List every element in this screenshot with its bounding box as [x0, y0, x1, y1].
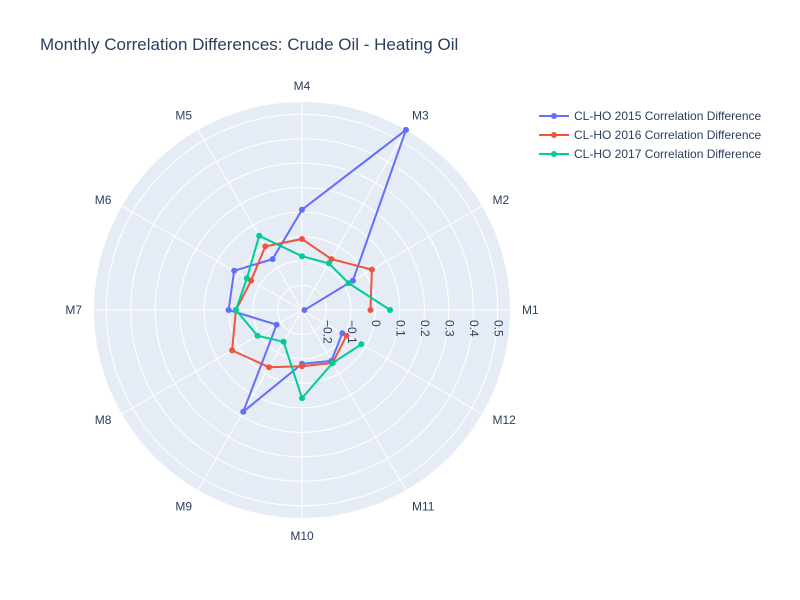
angular-tick-label: M10	[290, 529, 314, 543]
angular-gridline	[197, 129, 303, 311]
data-point[interactable]	[345, 280, 352, 287]
legend-item[interactable]: CL-HO 2017 Correlation Difference	[539, 147, 762, 161]
data-point[interactable]	[231, 267, 238, 274]
data-point[interactable]	[266, 364, 272, 371]
data-point[interactable]	[329, 360, 336, 366]
angular-tick-label: M2	[493, 193, 510, 207]
data-point[interactable]	[358, 341, 365, 348]
data-point[interactable]	[225, 307, 232, 313]
radial-tick-label: 0.5	[492, 320, 506, 337]
angular-tick-label: M6	[95, 193, 112, 207]
data-point[interactable]	[368, 266, 375, 273]
series-2	[229, 236, 375, 371]
legend-label: CL-HO 2017 Correlation Difference	[574, 147, 762, 161]
data-point[interactable]	[229, 347, 236, 354]
angular-gridline	[121, 205, 303, 311]
series-3	[232, 232, 394, 402]
data-point[interactable]	[301, 307, 308, 313]
data-point[interactable]	[273, 321, 280, 328]
series-layer	[225, 126, 409, 415]
radial-tick-label: 0.3	[443, 320, 457, 337]
legend-marker	[551, 151, 557, 157]
legend-label: CL-HO 2016 Correlation Difference	[574, 128, 762, 142]
data-point[interactable]	[256, 232, 263, 239]
angular-gridline	[121, 309, 303, 415]
angular-tick-label: M3	[412, 108, 429, 122]
series-line	[234, 234, 391, 401]
radial-tick-label: 0.1	[394, 320, 408, 337]
angular-tick-label: M7	[65, 303, 82, 317]
data-point[interactable]	[299, 363, 305, 370]
data-point[interactable]	[325, 260, 332, 267]
angular-tick-label: M12	[493, 413, 517, 427]
angular-gridline	[301, 309, 407, 491]
data-point[interactable]	[243, 275, 250, 282]
data-point[interactable]	[269, 256, 276, 263]
legend-item[interactable]: CL-HO 2016 Correlation Difference	[539, 128, 762, 142]
data-point[interactable]	[232, 307, 239, 313]
radial-tick-label: 0.4	[467, 320, 481, 337]
angular-tick-label: M4	[294, 79, 311, 93]
data-point[interactable]	[240, 408, 247, 415]
legend-marker	[551, 113, 557, 119]
angular-tick-label: M5	[175, 108, 192, 122]
data-point[interactable]	[299, 206, 305, 213]
radial-tick-label: −0.1	[345, 320, 359, 344]
angular-tick-label: M8	[95, 413, 112, 427]
data-point[interactable]	[367, 307, 374, 313]
data-point[interactable]	[343, 332, 350, 339]
data-point[interactable]	[280, 338, 287, 345]
series-line	[227, 127, 409, 415]
angular-gridline	[301, 309, 483, 415]
data-point[interactable]	[403, 126, 409, 133]
data-point[interactable]	[299, 395, 305, 402]
data-point[interactable]	[299, 253, 305, 260]
angular-tick-label: M1	[522, 303, 539, 317]
radial-tick-labels: −0.2 −0.1 0 0.1 0.2 0.3 0.4 0.5	[320, 320, 505, 344]
data-point[interactable]	[254, 332, 261, 339]
data-point[interactable]	[262, 243, 269, 250]
radial-tick-label: −0.2	[320, 320, 334, 344]
data-point[interactable]	[299, 236, 305, 242]
angular-tick-label: M9	[175, 500, 192, 514]
series-line	[231, 237, 373, 369]
data-point[interactable]	[387, 307, 394, 313]
chart-title: Monthly Correlation Differences: Crude O…	[40, 35, 458, 54]
angular-tick-label: M11	[412, 500, 435, 514]
legend-label: CL-HO 2015 Correlation Difference	[574, 109, 762, 123]
legend-item[interactable]: CL-HO 2015 Correlation Difference	[539, 109, 762, 123]
angular-tick-labels: M1 M2 M3 M4 M5 M6 M7 M8 M9 M10 M11 M12	[65, 79, 539, 543]
legend[interactable]: CL-HO 2015 Correlation Difference CL-HO 2…	[539, 109, 762, 161]
legend-marker	[551, 132, 557, 138]
angular-gridline	[301, 129, 407, 311]
radial-tick-label: 0	[369, 320, 383, 327]
radial-tick-label: 0.2	[418, 320, 432, 337]
